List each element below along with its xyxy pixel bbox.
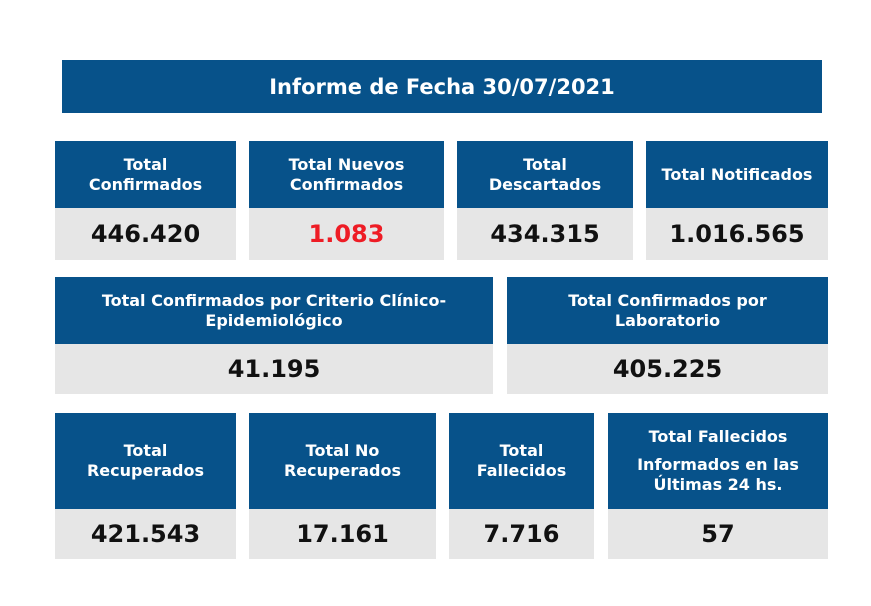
- card-label: Total: [123, 441, 168, 460]
- card-label: Total Notificados: [661, 164, 813, 184]
- card-label: Fallecidos: [476, 461, 567, 480]
- card-value: 446.420: [55, 208, 236, 260]
- card-header: Total Confirmados por Criterio Clínico- …: [55, 277, 493, 344]
- card-fallecidos-ultimas-24hs: Total Fallecidos Informados en las Últim…: [608, 413, 828, 559]
- card-value-highlight: 1.083: [249, 208, 444, 260]
- card-value: 405.225: [507, 344, 828, 394]
- card-header: Total Descartados: [457, 141, 633, 208]
- card-label: Confirmados: [289, 174, 404, 194]
- card-value: 434.315: [457, 208, 633, 260]
- card-total-notificados: Total Notificados 1.016.565: [646, 141, 828, 260]
- card-label: Total No: [305, 441, 380, 460]
- card-label: Total Fallecidos: [648, 427, 788, 446]
- card-value: 1.016.565: [646, 208, 828, 260]
- card-header: Total Fallecidos Informados en las Últim…: [608, 413, 828, 509]
- card-label: Informados en las: [637, 455, 799, 474]
- card-total-recuperados: Total Recuperados 421.543: [55, 413, 236, 559]
- card-value: 17.161: [249, 509, 436, 559]
- card-value: 421.543: [55, 509, 236, 559]
- card-total-descartados: Total Descartados 434.315: [457, 141, 633, 260]
- card-label: Laboratorio: [614, 310, 721, 330]
- card-label: Total: [523, 154, 567, 174]
- card-header: Total No Recuperados: [249, 413, 436, 509]
- card-label: Total Confirmados por Criterio Clínico-: [101, 290, 447, 310]
- card-label: Recuperados: [283, 461, 401, 480]
- card-label: Total: [123, 154, 168, 174]
- card-header: Total Notificados: [646, 141, 828, 208]
- card-total-fallecidos: Total Fallecidos 7.716: [449, 413, 594, 559]
- card-label: Total Nuevos: [288, 154, 405, 174]
- card-value: 7.716: [449, 509, 594, 559]
- card-label: Total: [499, 441, 544, 460]
- card-label: Total Confirmados por: [568, 290, 767, 310]
- card-confirmados-criterio-clinico: Total Confirmados por Criterio Clínico- …: [55, 277, 493, 394]
- card-total-confirmados: Total Confirmados 446.420: [55, 141, 236, 260]
- card-total-nuevos-confirmados: Total Nuevos Confirmados 1.083: [249, 141, 444, 260]
- card-header: Total Fallecidos: [449, 413, 594, 509]
- card-header: Total Nuevos Confirmados: [249, 141, 444, 208]
- card-value: 41.195: [55, 344, 493, 394]
- card-header: Total Recuperados: [55, 413, 236, 509]
- card-confirmados-laboratorio: Total Confirmados por Laboratorio 405.22…: [507, 277, 828, 394]
- card-label: Epidemiológico: [205, 310, 343, 330]
- card-total-no-recuperados: Total No Recuperados 17.161: [249, 413, 436, 559]
- card-header: Total Confirmados por Laboratorio: [507, 277, 828, 344]
- card-label: Recuperados: [86, 461, 204, 480]
- card-label: Últimas 24 hs.: [653, 475, 783, 494]
- card-header: Total Confirmados: [55, 141, 236, 208]
- report-title: Informe de Fecha 30/07/2021: [62, 60, 822, 113]
- card-label: Descartados: [488, 174, 602, 194]
- card-value: 57: [608, 509, 828, 559]
- card-label: Confirmados: [88, 174, 203, 194]
